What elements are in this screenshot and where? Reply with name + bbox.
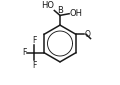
Text: B: B [57, 6, 63, 15]
Text: F: F [22, 48, 26, 57]
Text: O: O [85, 30, 91, 39]
Text: F: F [32, 61, 36, 70]
Text: HO: HO [41, 1, 54, 10]
Text: F: F [32, 36, 36, 45]
Text: OH: OH [69, 9, 82, 18]
